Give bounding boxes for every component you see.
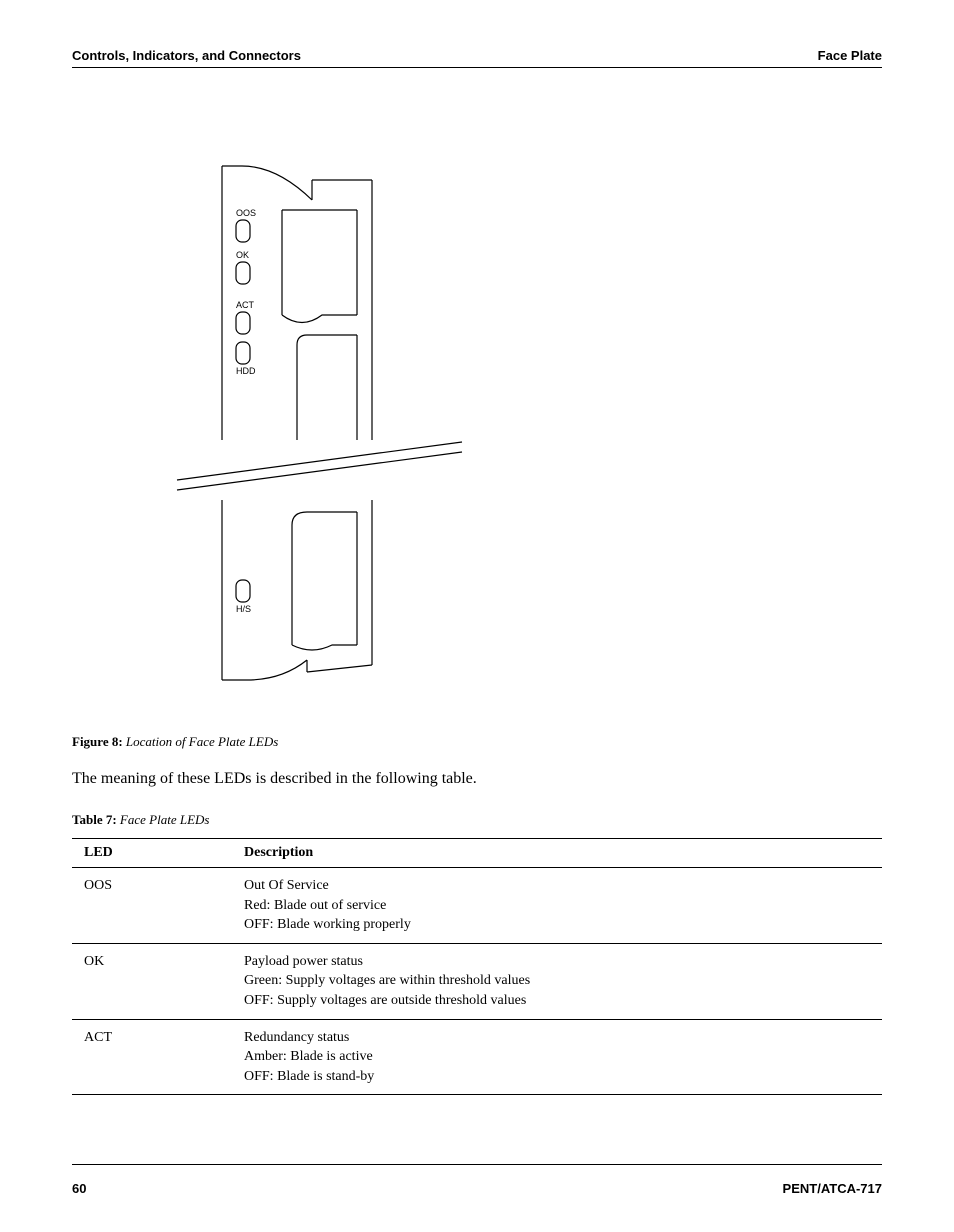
table-header-row: LED Description [72,839,882,868]
table-caption-prefix: Table 7: [72,812,117,827]
th-led: LED [72,839,232,868]
td-led: OOS [72,868,232,944]
table-body: OOSOut Of ServiceRed: Blade out of servi… [72,868,882,1095]
label-hs: H/S [236,604,251,614]
td-description: Redundancy statusAmber: Blade is activeO… [232,1019,882,1095]
table-caption: Table 7: Face Plate LEDs [72,812,882,828]
label-ok: OK [236,250,249,260]
table-row: OKPayload power statusGreen: Supply volt… [72,943,882,1019]
face-plate-diagram: OOS OK ACT HDD H/S [132,140,512,710]
led-table: LED Description OOSOut Of ServiceRed: Bl… [72,838,882,1095]
label-hdd: HDD [236,366,256,376]
label-act: ACT [236,300,255,310]
figure-caption: Figure 8: Location of Face Plate LEDs [72,734,882,750]
header-right: Face Plate [818,48,882,63]
table-row: ACTRedundancy statusAmber: Blade is acti… [72,1019,882,1095]
td-led: OK [72,943,232,1019]
page-header: Controls, Indicators, and Connectors Fac… [72,48,882,68]
figure-container: OOS OK ACT HDD H/S [72,140,882,710]
body-paragraph: The meaning of these LEDs is described i… [72,770,882,788]
td-description: Payload power statusGreen: Supply voltag… [232,943,882,1019]
table-row: OOSOut Of ServiceRed: Blade out of servi… [72,868,882,944]
td-led: ACT [72,1019,232,1095]
label-oos: OOS [236,208,256,218]
footer-page-number: 60 [72,1181,86,1196]
figure-caption-prefix: Figure 8: [72,734,123,749]
td-description: Out Of ServiceRed: Blade out of serviceO… [232,868,882,944]
header-left: Controls, Indicators, and Connectors [72,48,301,63]
footer-doc-id: PENT/ATCA-717 [783,1181,882,1196]
table-caption-text: Face Plate LEDs [120,812,210,827]
th-description: Description [232,839,882,868]
page-footer: 60 PENT/ATCA-717 [72,1164,882,1196]
figure-caption-text: Location of Face Plate LEDs [126,734,278,749]
